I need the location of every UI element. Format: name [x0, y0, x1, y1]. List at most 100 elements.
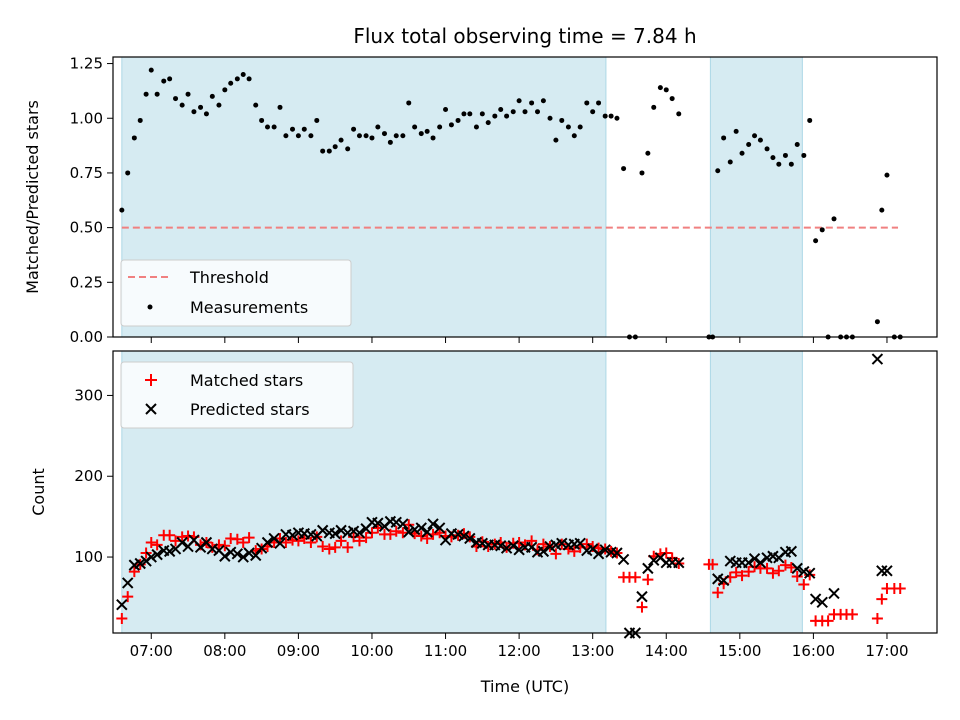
matched-stars-point — [629, 571, 641, 583]
predicted-stars-point — [206, 543, 219, 555]
measurements-point — [596, 100, 602, 106]
measurements-point — [614, 115, 620, 121]
predicted-stars-point — [513, 544, 525, 556]
measurements-point — [259, 117, 265, 123]
top-y-tick-label: 1.25 — [70, 55, 103, 73]
predicted-stars-point — [617, 553, 630, 566]
top-y-tick-label: 0.00 — [70, 328, 103, 346]
predicted-stars-point — [403, 526, 415, 538]
matched-stars-point — [237, 537, 249, 549]
predicted-stars-point — [791, 562, 803, 575]
top-panel: 0.00 0.25 0.50 0.75 1.00 1.25 Matched/Predict… — [23, 55, 938, 346]
matched-stars-point — [761, 562, 773, 574]
measurements-point — [608, 113, 614, 119]
measurements-point — [154, 91, 160, 97]
matched-stars-point — [846, 608, 858, 620]
measurements-point — [590, 109, 596, 115]
measurements-point — [819, 227, 825, 233]
measurements-point — [657, 85, 663, 91]
measurements-point — [228, 80, 234, 86]
matched-stars-point — [360, 532, 372, 544]
bottom-x-ticks: 07:00 08:00 09:00 10:00 11:00 12:00 13:00 14:00… — [130, 633, 909, 660]
measurements-point — [326, 148, 332, 154]
predicted-stars-point — [742, 556, 755, 569]
measurements-point — [639, 170, 645, 176]
matched-stars-point — [550, 548, 562, 560]
predicted-stars-point — [316, 524, 329, 537]
measurements-point — [185, 91, 191, 97]
measurements-point — [498, 107, 504, 112]
measurements-point — [119, 207, 125, 213]
matched-stars-point — [292, 535, 304, 547]
measurements-point — [424, 128, 430, 134]
predicted-stars-point — [464, 532, 476, 545]
x-tick-label: 14:00 — [645, 642, 688, 660]
measurements-point — [455, 117, 461, 123]
measurements-point — [437, 124, 443, 130]
predicted-stars-point — [433, 522, 446, 534]
matched-stars-point — [749, 561, 761, 573]
measurements-point — [240, 72, 246, 77]
matched-stars-point — [145, 537, 157, 549]
predicted-stars-point — [871, 353, 884, 365]
measurements-point — [547, 115, 553, 121]
legend-predicted-label: Predicted stars — [190, 400, 310, 419]
measurements-point — [418, 131, 424, 137]
measurements-point — [363, 133, 369, 139]
predicted-stars-point — [828, 587, 840, 600]
measurements-point — [203, 111, 209, 117]
x-axis-label: Time (UTC) — [480, 677, 569, 696]
predicted-stars-point — [335, 524, 347, 537]
matched-stars-point — [822, 615, 834, 627]
matched-stars-point — [642, 574, 654, 586]
measurements-point — [198, 104, 204, 110]
bottom-y-tick-label: 200 — [74, 467, 103, 485]
measurements-point — [884, 172, 890, 178]
matched-stars-point — [335, 535, 347, 547]
measurements-point — [253, 102, 259, 108]
matched-stars-point — [164, 529, 176, 541]
measurements-point — [676, 111, 682, 117]
measurements-point — [277, 104, 283, 110]
matched-stars-point — [636, 601, 648, 613]
measurements-point — [356, 133, 362, 139]
legend-matched-marker — [145, 374, 157, 386]
bottom-panel: 100 200 300 07:00 08:00 09:00 10:00 11:00 12:00… — [29, 350, 938, 660]
measurements-point — [191, 109, 197, 115]
measurements-point — [167, 76, 173, 82]
bottom-y-ticks: 100 200 300 — [74, 386, 113, 566]
measurements-point — [375, 124, 381, 130]
legend-threshold-label: Threshold — [189, 268, 269, 287]
top-x-ticks — [150, 337, 888, 343]
measurements-point — [535, 109, 541, 115]
predicted-stars-point — [145, 551, 157, 563]
matched-stars-point — [421, 532, 433, 544]
x-tick-label: 12:00 — [497, 642, 540, 660]
top-shaded-region-2 — [709, 56, 803, 338]
matched-stars-point — [871, 612, 883, 624]
matched-stars-point — [767, 567, 779, 579]
predicted-stars-point — [876, 565, 888, 577]
matched-stars-point — [116, 612, 128, 624]
measurements-point — [351, 126, 357, 132]
measurements-point — [443, 107, 449, 112]
matched-stars-point — [128, 566, 140, 578]
bottom-y-axis-label: Count — [29, 468, 48, 516]
x-tick-label: 07:00 — [130, 642, 173, 660]
measurements-point — [338, 137, 344, 143]
predicted-stars-point — [592, 548, 605, 560]
predicted-stars-point — [261, 536, 274, 549]
measurements-point — [406, 100, 412, 106]
measurements-point — [265, 124, 270, 130]
measurements-point — [222, 87, 228, 93]
chart-title: Flux total observing time = 7.84 h — [353, 24, 696, 48]
measurements-point — [137, 117, 143, 123]
matched-stars-point — [581, 538, 593, 550]
predicted-stars-point — [329, 527, 341, 540]
predicted-stars-point — [353, 527, 366, 539]
top-y-ticks: 0.00 0.25 0.50 0.75 1.00 1.25 — [70, 55, 113, 346]
predicted-stars-point — [151, 548, 163, 561]
bottom-marks — [116, 353, 906, 639]
measurements-point — [461, 111, 467, 117]
